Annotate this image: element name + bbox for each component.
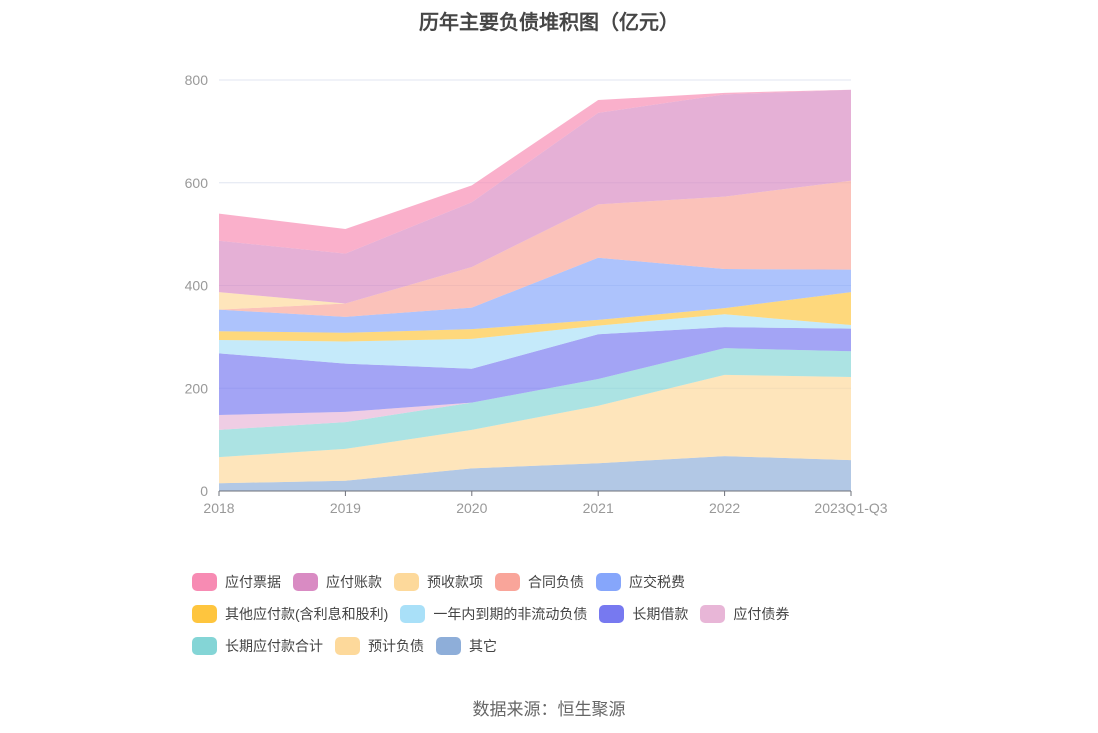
area-5 (219, 327, 851, 415)
legend-swatch (599, 605, 625, 623)
x-tick-label: 2023Q1-Q3 (814, 500, 887, 516)
legend-label: 其他应付款(含利息和股利) (225, 606, 389, 622)
stacked-area-chart: 0 200 400 600 800 2018 2019 2020 2021 2022 2023Q1-… (185, 72, 888, 516)
legend-item[interactable]: 应付债券 (700, 604, 789, 624)
legend-label: 预计负债 (368, 638, 424, 654)
legend-label: 长期应付款合计 (225, 638, 323, 654)
legend-label: 合同负债 (528, 574, 584, 590)
y-tick-label: 600 (185, 175, 209, 191)
area-1 (219, 456, 851, 491)
area-3 (219, 348, 851, 458)
legend-swatch (192, 605, 217, 623)
legend-item[interactable]: 其它 (436, 636, 497, 656)
legend-swatch (335, 637, 360, 655)
area-9 (219, 180, 851, 317)
legend-swatch (495, 573, 520, 591)
legend-label: 应付债券 (733, 606, 790, 622)
legend-row: 其他应付款(含利息和股利) 一年内到期的非流动负债 长期借款 应付债券 (192, 598, 912, 630)
y-tick-label: 0 (200, 483, 208, 499)
x-tick-label: 2022 (709, 500, 740, 516)
legend-item[interactable]: 应付账款 (293, 572, 382, 592)
x-tick-label: 2018 (203, 500, 234, 516)
area-6 (219, 314, 851, 369)
chart-title: 历年主要负债堆积图（亿元） (419, 12, 679, 34)
legend-item[interactable]: 应交税费 (596, 572, 685, 592)
y-tick-label: 200 (185, 380, 209, 396)
legend-item[interactable]: 长期借款 (599, 604, 688, 624)
legend-swatch (293, 573, 318, 591)
area-12 (219, 89, 851, 254)
legend-label: 其它 (469, 638, 497, 654)
x-tick-label: 2020 (456, 500, 487, 516)
legend-swatch (394, 573, 419, 591)
x-tick-label: 2019 (330, 500, 361, 516)
legend-item[interactable]: 长期应付款合计 (192, 636, 323, 656)
legend-item[interactable]: 一年内到期的非流动负债 (400, 604, 587, 624)
legend-swatch (192, 637, 217, 655)
legend-swatch (192, 573, 217, 591)
area-8 (219, 257, 851, 333)
area-2 (219, 374, 851, 484)
area-7 (219, 292, 851, 342)
legend-label: 应付票据 (225, 574, 281, 590)
legend-label: 应付账款 (326, 574, 382, 590)
x-tick-label: 2021 (583, 500, 614, 516)
legend-label: 长期借款 (632, 606, 689, 622)
legend-item[interactable]: 其他应付款(含利息和股利) (192, 604, 388, 624)
area-11 (219, 89, 851, 304)
legend-item[interactable]: 应付票据 (192, 572, 281, 592)
legend: 应付票据 应付账款 预收款项 合同负债 应交税费其他应付款(含利息和股利) 一年内到期的非… (192, 566, 912, 662)
legend-row: 长期应付款合计 预计负债 其它 (192, 630, 912, 662)
legend-item[interactable]: 预收款项 (394, 572, 483, 592)
legend-swatch (400, 605, 426, 623)
legend-item[interactable]: 合同负债 (495, 572, 584, 592)
y-tick-label: 400 (185, 278, 209, 294)
area-4 (219, 348, 851, 430)
legend-row: 应付票据 应付账款 预收款项 合同负债 应交税费 (192, 566, 912, 598)
legend-swatch (700, 605, 726, 623)
legend-label: 一年内到期的非流动负债 (433, 606, 588, 622)
legend-item[interactable]: 预计负债 (335, 636, 424, 656)
legend-swatch (436, 637, 461, 655)
source-note: 数据来源：恒生聚源 (472, 700, 626, 719)
legend-label: 预收款项 (427, 574, 483, 590)
legend-label: 应交税费 (629, 574, 685, 590)
y-tick-label: 800 (185, 72, 209, 88)
legend-swatch (596, 573, 621, 591)
